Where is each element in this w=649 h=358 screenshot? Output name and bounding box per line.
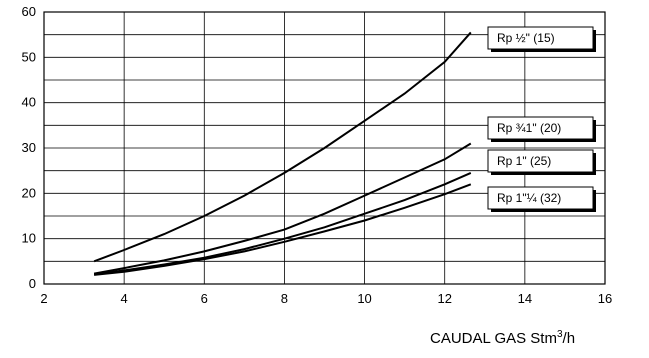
x-tick-label: 14 xyxy=(518,291,532,306)
x-axis-label: CAUDAL GAS Stm3/h xyxy=(430,329,575,347)
y-tick-label: 0 xyxy=(29,276,36,291)
legend-box xyxy=(487,116,594,140)
series-lines xyxy=(93,31,472,276)
series-line-1 xyxy=(93,31,472,263)
x-tick-label: 12 xyxy=(437,291,451,306)
y-tick-label: 10 xyxy=(22,231,36,246)
legend: Rp ½" (15) Rp ¾1" (20) Rp 1" (25) Rp 1"¼ (3… xyxy=(487,26,596,212)
x-tick-label: 8 xyxy=(281,291,288,306)
y-tick-label: 50 xyxy=(22,49,36,64)
y-tick-labels: 0 10 20 30 40 50 60 xyxy=(22,4,36,291)
x-tick-label: 2 xyxy=(40,291,47,306)
legend-label: Rp ¾1" (20) xyxy=(497,121,561,135)
x-axis-label-superscript: 3 xyxy=(556,329,563,340)
series-line-3 xyxy=(93,171,472,276)
x-tick-label: 10 xyxy=(357,291,371,306)
x-tick-label: 6 xyxy=(201,291,208,306)
legend-box xyxy=(487,26,594,50)
x-tick-labels: 2 4 6 8 10 12 14 16 xyxy=(40,291,612,306)
series-line-2 xyxy=(93,142,472,275)
x-axis-label-text: CAUDAL GAS Stm xyxy=(430,330,557,347)
y-tick-label: 20 xyxy=(22,185,36,200)
axes xyxy=(43,11,606,285)
x-tick-label: 4 xyxy=(121,291,128,306)
y-tick-label: 40 xyxy=(22,95,36,110)
y-tick-label: 60 xyxy=(22,4,36,19)
legend-label: Rp ½" (15) xyxy=(497,31,555,45)
legend-box xyxy=(487,149,594,173)
legend-label: Rp 1"¼ (32) xyxy=(497,191,561,205)
legend-label: Rp 1" (25) xyxy=(497,154,551,168)
plot-frame xyxy=(43,11,606,285)
y-tick-label: 30 xyxy=(22,140,36,155)
x-axis-label-suffix: /h xyxy=(562,330,576,347)
series-line-4 xyxy=(93,183,472,276)
x-tick-label: 16 xyxy=(598,291,612,306)
legend-box xyxy=(487,186,594,210)
